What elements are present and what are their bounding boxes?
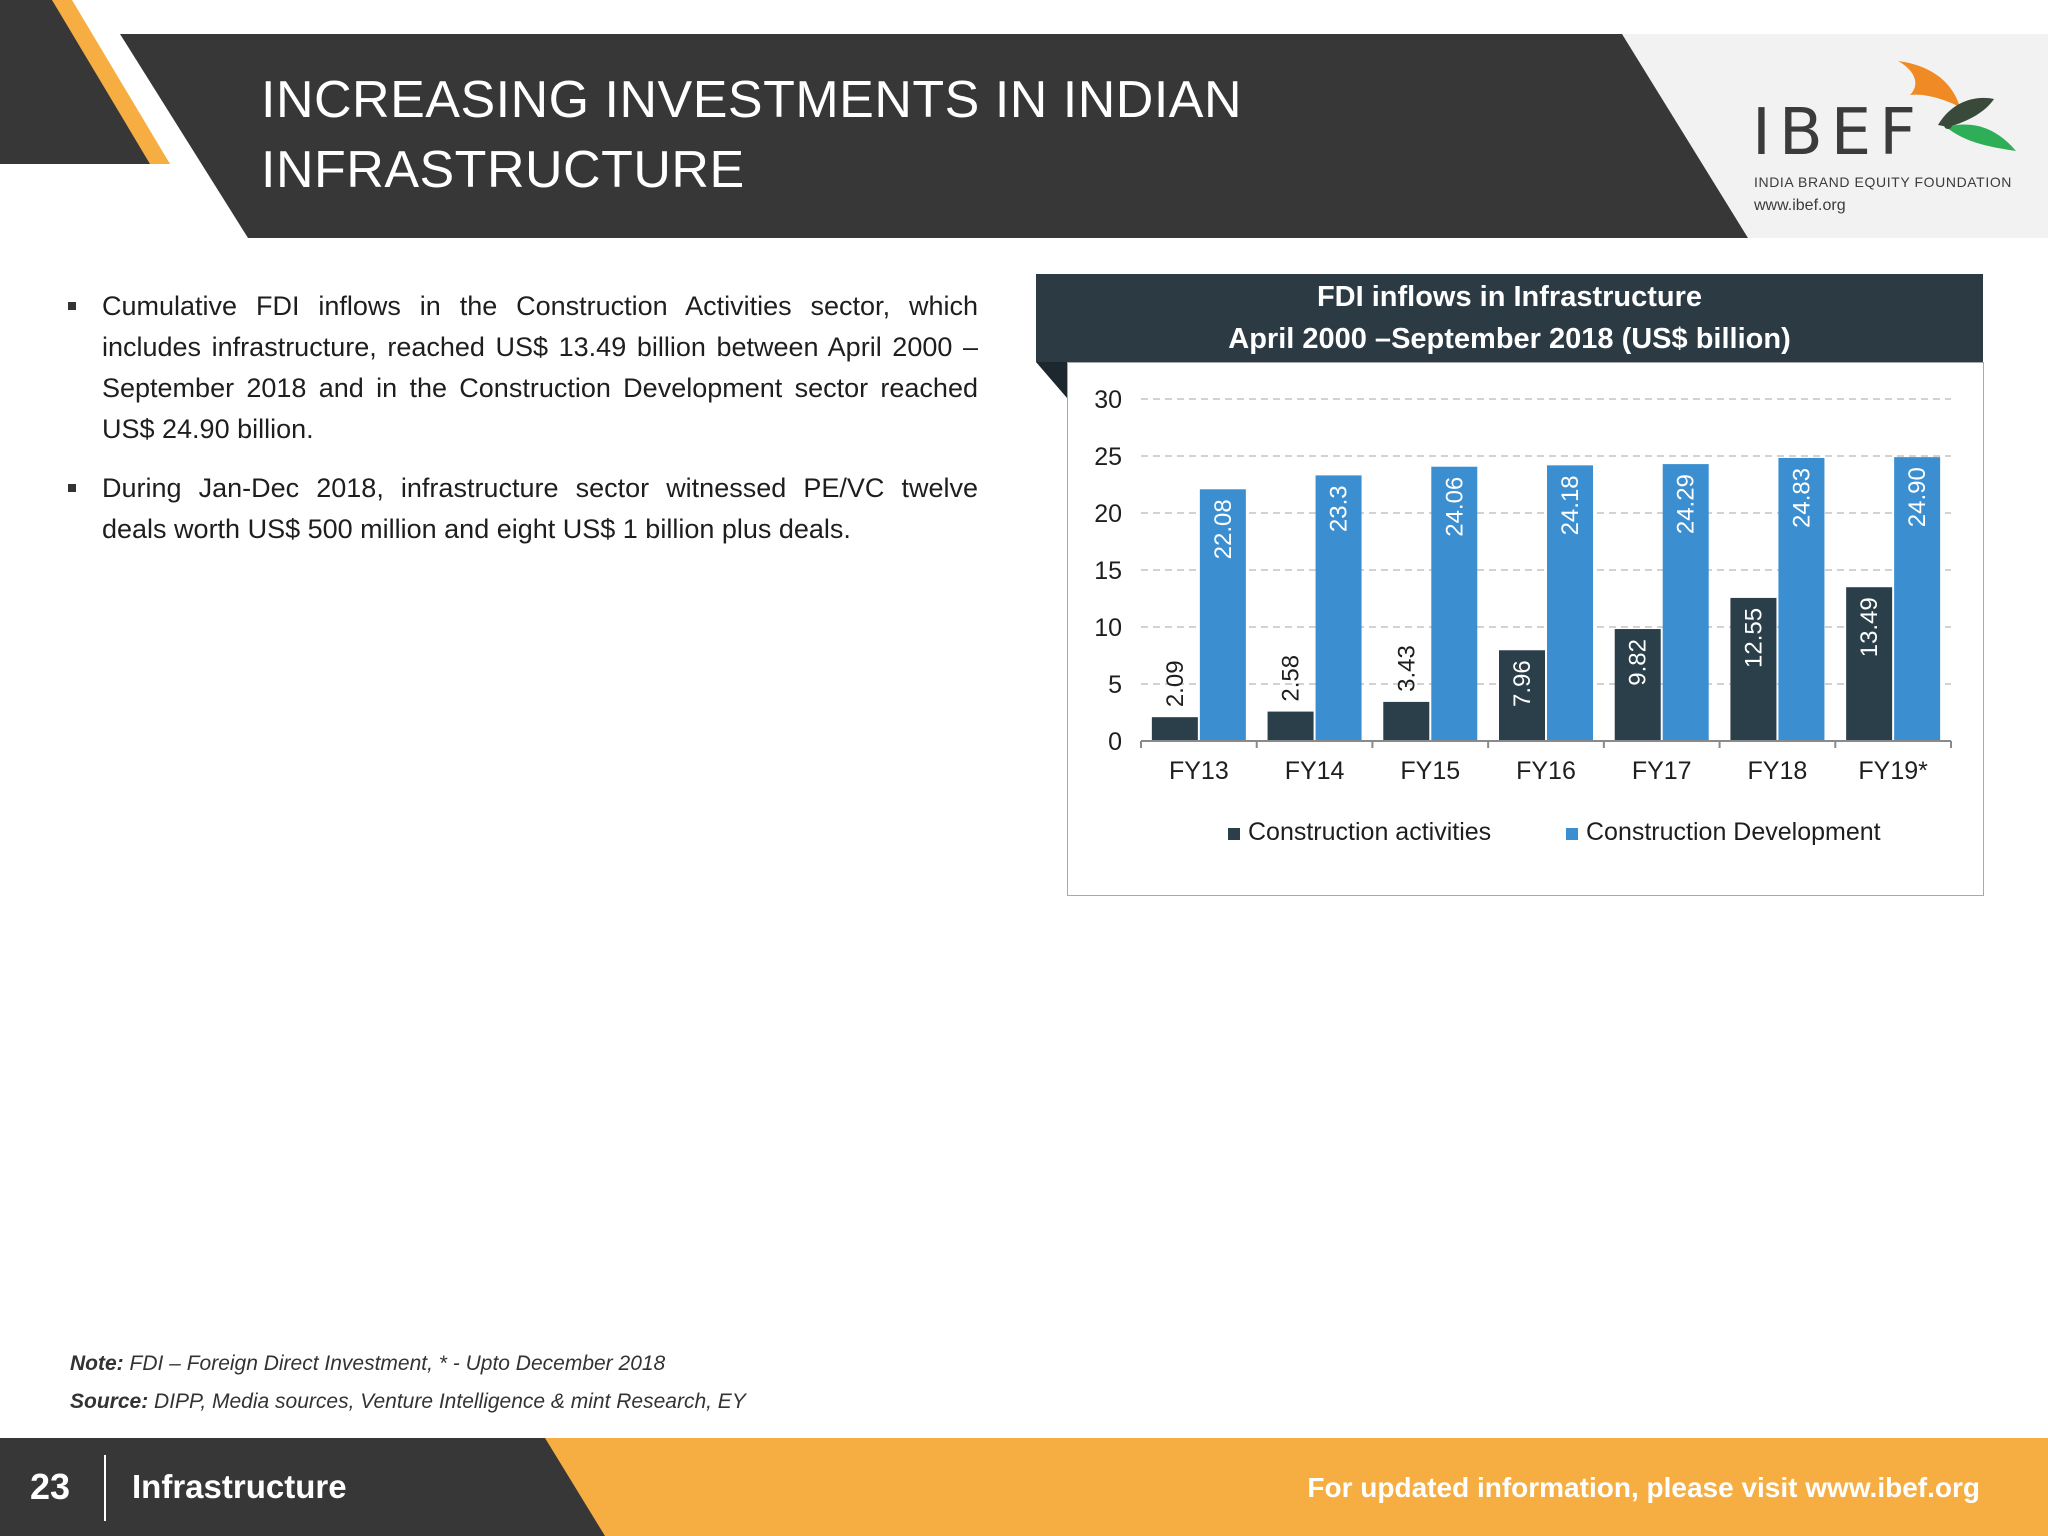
legend-label-construction-development: Construction Development — [1586, 818, 1881, 846]
bar-construction-development — [1662, 464, 1709, 741]
note-label: Note: — [70, 1352, 124, 1375]
bullet-item: During Jan-Dec 2018, infrastructure sect… — [68, 468, 978, 550]
ibef-logo-url: www.ibef.org — [1754, 197, 1846, 214]
bullet-item: Cumulative FDI inflows in the Constructi… — [68, 286, 978, 450]
bar-construction-development — [1199, 489, 1246, 741]
x-tick-label: FY14 — [1285, 757, 1345, 785]
bar-construction-activities — [1151, 717, 1198, 741]
x-tick-label: FY15 — [1400, 757, 1460, 785]
bullet-text: Cumulative FDI inflows in the Constructi… — [102, 291, 978, 444]
chart-subtitle: April 2000 –September 2018 (US$ billion) — [1228, 323, 1791, 355]
data-label-construction-activities: 3.43 — [1393, 645, 1420, 692]
bar-construction-activities — [1846, 587, 1893, 741]
ibef-logo-tagline: INDIA BRAND EQUITY FOUNDATION — [1754, 174, 2013, 190]
note-text: FDI – Foreign Direct Investment, * - Upt… — [129, 1352, 666, 1375]
bar-construction-development — [1778, 457, 1825, 741]
x-tick-label: FY16 — [1516, 757, 1576, 785]
footer-visit-link[interactable]: For updated information, please visit ww… — [1307, 1472, 1980, 1503]
ibef-logo-text: IBEF — [1752, 96, 1925, 170]
data-label-construction-activities: 12.55 — [1740, 608, 1767, 668]
page-title-line-1: INCREASING INVESTMENTS IN INDIAN — [261, 71, 1242, 129]
x-tick-label: FY18 — [1748, 757, 1808, 785]
data-label-construction-development: 24.29 — [1673, 474, 1700, 534]
note-line: Note: FDI – Foreign Direct Investment, *… — [70, 1352, 665, 1376]
chart-header: FDI inflows in Infrastructure April 2000… — [1036, 274, 1983, 362]
legend-label-construction-activities: Construction activities — [1248, 818, 1491, 846]
data-label-construction-development: 24.18 — [1557, 475, 1584, 535]
y-tick-label: 5 — [1108, 671, 1122, 699]
source-text: DIPP, Media sources, Venture Intelligenc… — [154, 1390, 746, 1413]
data-label-construction-development: 24.83 — [1788, 468, 1815, 528]
data-label-construction-development: 22.08 — [1210, 499, 1237, 559]
y-tick-label: 0 — [1108, 728, 1122, 756]
source-label: Source: — [70, 1390, 149, 1413]
legend-swatch-construction-development — [1566, 828, 1578, 840]
legend-swatch-construction-activities — [1228, 828, 1240, 840]
page-number: 23 — [30, 1466, 71, 1507]
data-label-construction-activities: 2.58 — [1278, 655, 1305, 702]
y-tick-label: 30 — [1094, 386, 1122, 414]
section-name: Infrastructure — [132, 1468, 347, 1505]
bar-construction-activities — [1614, 629, 1661, 741]
chart-header-fold — [1036, 362, 1067, 398]
x-tick-label: FY19* — [1858, 757, 1928, 785]
x-tick-label: FY13 — [1169, 757, 1229, 785]
x-tick-label: FY17 — [1632, 757, 1692, 785]
data-label-construction-activities: 13.49 — [1856, 597, 1883, 657]
bird-logo-icon — [1898, 61, 2016, 151]
data-label-construction-development: 24.06 — [1441, 477, 1468, 537]
header-band — [0, 0, 2048, 238]
y-tick-label: 15 — [1094, 557, 1122, 585]
bar-construction-activities — [1499, 650, 1545, 741]
bar-chart: 0 5 10 15 20 25 30 2.09 22.08 FY13 2.58 23.3 FY14 3.4… — [1094, 386, 1952, 846]
bar-construction-development — [1547, 465, 1593, 741]
source-line: Source: DIPP, Media sources, Venture Int… — [70, 1390, 746, 1414]
bar-construction-activities — [1267, 711, 1314, 741]
y-tick-label: 20 — [1094, 500, 1122, 528]
y-tick-label: 10 — [1094, 614, 1122, 642]
bar-construction-development — [1894, 457, 1941, 741]
bar-construction-activities — [1383, 701, 1430, 741]
bullet-square-icon — [68, 484, 76, 492]
bar-construction-development — [1431, 466, 1478, 741]
bar-construction-development — [1315, 475, 1362, 741]
bullet-text: During Jan-Dec 2018, infrastructure sect… — [102, 473, 978, 544]
page-title-line-2: INFRASTRUCTURE — [261, 141, 745, 199]
bullet-list: Cumulative FDI inflows in the Constructi… — [68, 286, 978, 568]
footer-divider — [104, 1455, 106, 1521]
data-label-construction-activities: 7.96 — [1509, 660, 1536, 707]
bar-construction-activities — [1730, 597, 1777, 741]
chart-box: 0 5 10 15 20 25 30 2.09 22.08 FY13 2.58 23.3 FY14 3.4… — [1067, 362, 1984, 896]
footer-band — [0, 1438, 2048, 1536]
data-label-construction-activities: 2.09 — [1162, 660, 1189, 707]
chart-title: FDI inflows in Infrastructure — [1316, 281, 1703, 313]
y-tick-label: 25 — [1094, 443, 1122, 471]
data-label-construction-activities: 9.82 — [1625, 639, 1652, 686]
bullet-square-icon — [68, 302, 76, 310]
data-label-construction-development: 23.3 — [1326, 485, 1353, 532]
data-label-construction-development: 24.90 — [1904, 467, 1931, 527]
